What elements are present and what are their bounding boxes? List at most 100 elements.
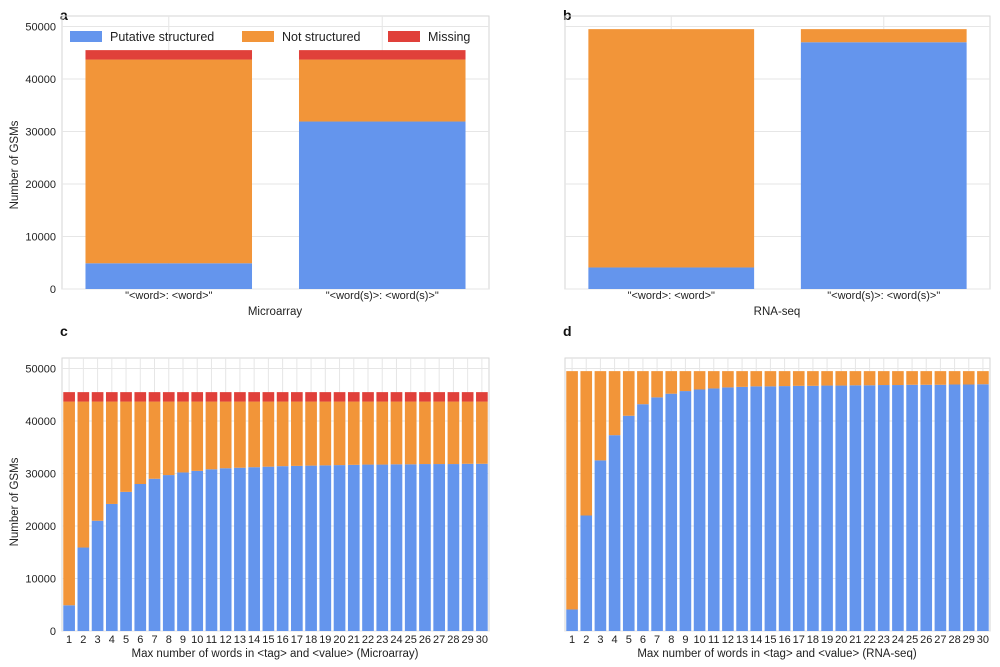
bar-not-structured (849, 371, 862, 386)
x-tick-label: 28 (447, 634, 459, 646)
bar-not-structured (447, 401, 460, 465)
bar-not-structured (134, 401, 147, 484)
bar-putative-structured (134, 484, 147, 631)
x-tick-label: 30 (476, 634, 488, 646)
bar-missing (234, 392, 246, 402)
x-tick-label: 7 (151, 634, 157, 646)
bar-putative-structured (849, 385, 862, 631)
bar-putative-structured (63, 605, 75, 631)
bar-missing (390, 392, 403, 402)
bar-not-structured (977, 371, 989, 385)
panel-c: c Number of GSMs Max number of words in … (9, 323, 490, 660)
bar-not-structured (807, 371, 819, 386)
x-tick-label: 18 (305, 634, 317, 646)
bar-missing (333, 392, 346, 402)
legend: Putative structured Not structured Missi… (70, 30, 470, 44)
bar-putative-structured (461, 463, 474, 631)
panel-d-xlabel: Max number of words in <tag> and <value>… (637, 648, 917, 660)
bar-missing (85, 50, 253, 60)
x-tick-label: 18 (807, 634, 819, 646)
x-tick-label: 3 (95, 634, 101, 646)
bar-not-structured (177, 401, 189, 473)
panel-c-xlabel: Max number of words in <tag> and <value>… (132, 648, 419, 660)
x-tick-label: 2 (80, 634, 86, 646)
bar-putative-structured (722, 387, 734, 631)
bar-putative-structured (651, 397, 663, 631)
bar-putative-structured (347, 464, 360, 631)
bar-not-structured (665, 371, 678, 394)
bar-not-structured (191, 401, 204, 471)
bar-not-structured (962, 371, 975, 385)
x-tick-label: 26 (920, 634, 932, 646)
x-tick-label: 27 (934, 634, 946, 646)
bar-missing (476, 392, 488, 402)
x-tick-label: 9 (682, 634, 688, 646)
bar-not-structured (105, 401, 118, 504)
bar-putative-structured (750, 386, 763, 631)
bar-putative-structured (404, 464, 417, 631)
x-tick-label: 19 (821, 634, 833, 646)
bar-putative-structured (736, 386, 748, 631)
bar-putative-structured (120, 491, 132, 631)
x-tick-label: 30 (977, 634, 989, 646)
x-tick-label: 16 (276, 634, 288, 646)
x-tick-label: 17 (793, 634, 805, 646)
x-tick-label: 9 (180, 634, 186, 646)
bar-putative-structured (679, 391, 692, 631)
x-tick-label: 5 (626, 634, 632, 646)
bar-putative-structured (608, 435, 621, 631)
x-tick-label: 15 (764, 634, 776, 646)
bar-putative-structured (476, 463, 488, 631)
panel-a-plot: 0 10000 20000 30000 40000 50000 "<word>: <word… (25, 15, 490, 302)
bar-missing (404, 392, 417, 402)
bar-not-structured (305, 401, 317, 466)
x-tick-label: 27 (433, 634, 445, 646)
bar-not-structured (920, 371, 933, 385)
bar-not-structured (764, 371, 777, 387)
legend-label-not-structured: Not structured (282, 30, 361, 44)
bar-putative-structured (362, 464, 374, 631)
bar-putative-structured (693, 389, 706, 631)
panel-b-plot: "<word>: <word>" "<word(s)>: <word(s)>" (564, 15, 991, 302)
bar-putative-structured (305, 465, 317, 631)
bar-missing (63, 392, 75, 402)
x-tick-label: 11 (708, 634, 719, 646)
bar-not-structured (205, 401, 218, 470)
bar-putative-structured (665, 393, 678, 631)
x-tick-label: 22 (863, 634, 875, 646)
panel-b-letter: b (563, 7, 572, 23)
panel-a-ylabel: Number of GSMs (9, 120, 21, 209)
bar-not-structured (622, 371, 635, 416)
bar-putative-structured (177, 472, 189, 631)
bar-not-structured (248, 401, 260, 468)
bar-missing (447, 392, 460, 402)
panel-a: a Number of GSMs Microarray 0 10000 20000 3… (9, 7, 490, 318)
y-tick-label: 50000 (25, 364, 56, 376)
bar-putative-structured (291, 465, 303, 631)
legend-swatch-structured (70, 31, 102, 42)
bar-putative-structured (962, 384, 975, 631)
x-tick-label: "<word(s)>: <word(s)>" (827, 290, 940, 302)
x-tick-label: 22 (362, 634, 374, 646)
panel-a-xlabel: Microarray (248, 306, 303, 318)
bar-not-structured (948, 371, 961, 385)
bar-putative-structured (433, 464, 446, 631)
bar-missing (376, 392, 389, 402)
x-tick-label: 14 (750, 634, 762, 646)
bar-not-structured (580, 371, 593, 516)
bar-putative-structured (580, 515, 593, 631)
bar-missing (433, 392, 446, 402)
bar-putative-structured (91, 520, 104, 631)
x-tick-label: 20 (333, 634, 345, 646)
bar-putative-structured (447, 464, 460, 631)
x-tick-label: 28 (948, 634, 960, 646)
bar-not-structured (390, 401, 403, 465)
legend-label-structured: Putative structured (110, 30, 214, 44)
bar-not-structured (85, 59, 253, 264)
panel-b: b RNA-seq "<word>: <word>" "<word(s)>: <w… (563, 7, 991, 318)
bar-not-structured (693, 371, 706, 390)
bar-missing (219, 392, 232, 402)
y-tick-label: 0 (50, 626, 56, 638)
bar-missing (134, 392, 147, 402)
